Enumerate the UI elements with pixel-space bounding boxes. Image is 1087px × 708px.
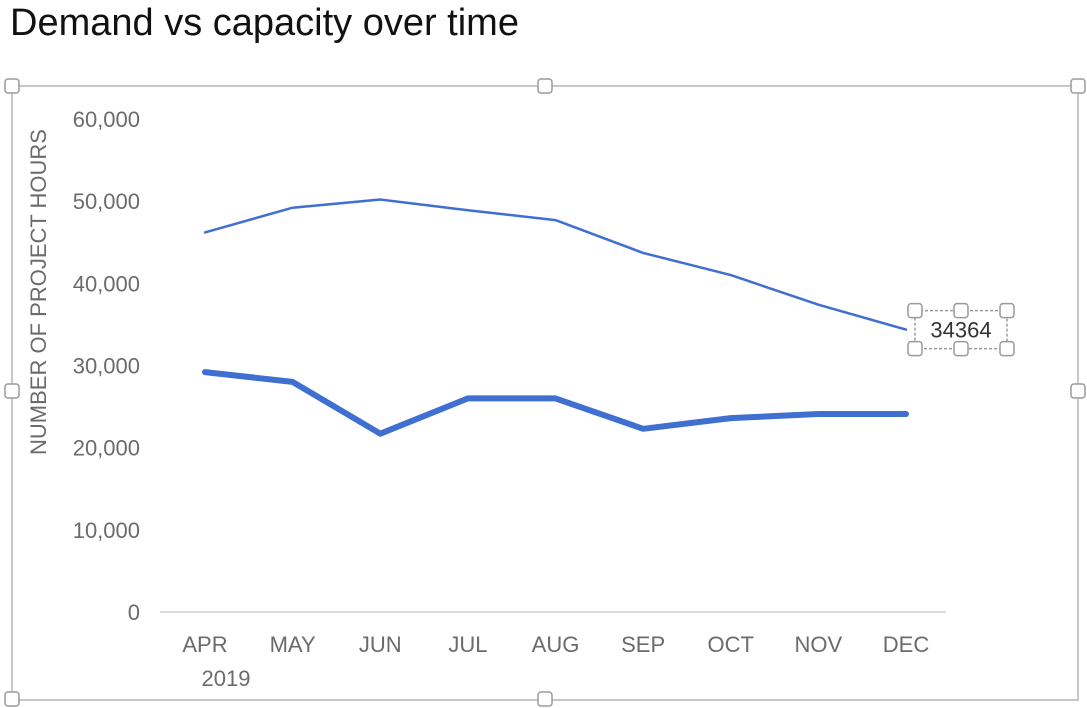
y-tick-labels: 0 10,000 20,000 30,000 40,000 50,000 60,000 [73,107,140,625]
y-tick-label: 60,000 [73,107,140,132]
resize-handle-middle-right[interactable] [1070,383,1086,399]
x-year-label: 2019 [202,666,251,691]
x-tick-label: AUG [532,632,580,657]
series-1-line[interactable] [203,198,908,331]
data-label-annotation[interactable]: 34364 [907,302,1015,357]
resize-handle-top-right[interactable] [1070,78,1086,94]
x-tick-label: MAY [270,632,316,657]
resize-handle-top-left[interactable] [4,78,20,94]
data-label-resize-handle[interactable] [999,340,1015,357]
y-tick-label: 0 [128,600,140,625]
data-label-resize-handle[interactable] [953,302,969,319]
data-label-resize-handle[interactable] [953,340,969,357]
resize-handle-bottom-center[interactable] [537,691,553,707]
y-tick-label: 30,000 [73,354,140,379]
data-label-resize-handle[interactable] [907,302,923,319]
x-tick-label: NOV [795,632,843,657]
data-label-resize-handle[interactable] [907,340,923,357]
x-tick-label: OCT [708,632,754,657]
series-2-line[interactable] [202,369,909,437]
x-tick-label: APR [182,632,227,657]
x-tick-label: JUN [359,632,402,657]
x-tick-labels: APR MAY JUN JUL AUG SEP OCT NOV DEC [182,632,929,657]
data-label-resize-handle[interactable] [999,302,1015,319]
chart-frame[interactable] [11,85,1079,701]
series-lines [202,198,909,437]
y-tick-label: 10,000 [73,518,140,543]
y-axis-title: NUMBER OF PROJECT HOURS [26,129,51,455]
x-tick-label: SEP [621,632,665,657]
x-tick-label: JUL [448,632,487,657]
y-tick-label: 50,000 [73,189,140,214]
resize-handle-top-center[interactable] [537,78,553,94]
x-tick-label: DEC [883,632,930,657]
y-tick-label: 20,000 [73,436,140,461]
y-tick-label: 40,000 [73,271,140,296]
resize-handle-middle-left[interactable] [4,383,20,399]
data-label-text: 34364 [930,318,991,343]
resize-handle-bottom-left[interactable] [4,691,20,707]
chart-title: Demand vs capacity over time [10,2,519,44]
